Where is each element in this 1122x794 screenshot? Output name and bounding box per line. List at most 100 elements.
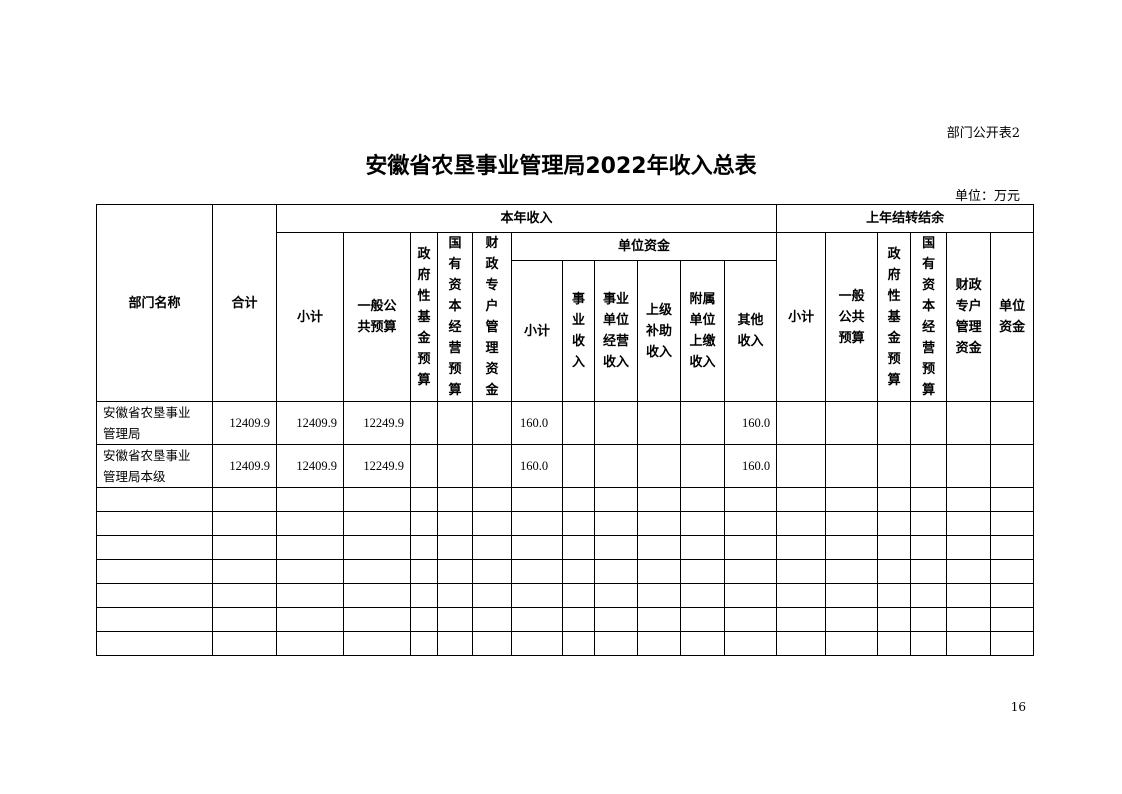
header-cy-subtotal: 小计 — [276, 232, 344, 402]
cell-empty — [562, 487, 595, 512]
cell-empty — [877, 559, 912, 584]
cell-empty — [276, 535, 344, 560]
cell-empty — [472, 607, 512, 632]
table-row-empty — [96, 487, 1035, 512]
cell-empty — [825, 607, 879, 632]
cell-empty — [276, 607, 344, 632]
cell-uf-subtotal: 160.0 — [511, 444, 563, 488]
cell-empty — [437, 444, 473, 488]
cell-empty — [723, 487, 778, 512]
page-title: 安徽省农垦事业管理局2022年收入总表 — [365, 154, 757, 179]
cell-empty — [594, 607, 638, 632]
cell-empty — [511, 511, 563, 536]
cell-empty — [96, 559, 213, 584]
cell-name: 安徽省农垦事业 管理局本级 — [96, 444, 213, 488]
cell-empty — [410, 583, 438, 608]
cell-empty — [594, 401, 638, 445]
cell-empty — [946, 511, 992, 536]
header-dept-name: 部门名称 — [96, 204, 213, 402]
cell-empty — [825, 559, 879, 584]
cell-empty — [212, 631, 277, 656]
cell-empty — [343, 535, 411, 560]
cell-empty — [472, 487, 512, 512]
header-uf-affiliated: 附属 单位 上缴 收入 — [680, 260, 725, 402]
cell-empty — [410, 535, 438, 560]
cell-empty — [410, 607, 438, 632]
header-py-subtotal: 小计 — [776, 232, 827, 402]
header-uf-other: 其他 收入 — [723, 260, 778, 402]
cell-empty — [990, 487, 1035, 512]
table-row: 安徽省农垦事业 管理局本级 12409.9 12409.9 12249.9 160.0 1… — [96, 444, 1035, 488]
cell-empty — [680, 631, 725, 656]
cell-empty — [910, 583, 948, 608]
cell-empty — [723, 631, 778, 656]
cell-empty — [877, 607, 912, 632]
header-cy-general: 一般公 共预算 — [343, 232, 411, 402]
cell-empty — [276, 559, 344, 584]
table-row-empty — [96, 511, 1035, 536]
cell-uf-subtotal: 160.0 — [511, 401, 563, 445]
cell-empty — [212, 607, 277, 632]
cell-empty — [723, 559, 778, 584]
cell-empty — [511, 559, 563, 584]
cell-empty — [877, 631, 912, 656]
cell-empty — [910, 607, 948, 632]
cell-empty — [472, 559, 512, 584]
cell-empty — [680, 487, 725, 512]
cell-empty — [276, 583, 344, 608]
cell-empty — [276, 631, 344, 656]
cell-empty — [410, 511, 438, 536]
cell-empty — [990, 511, 1035, 536]
cell-empty — [212, 487, 277, 512]
cell-empty — [680, 607, 725, 632]
cell-empty — [437, 535, 473, 560]
cell-empty — [776, 583, 827, 608]
cell-empty — [594, 535, 638, 560]
cell-empty — [946, 607, 992, 632]
cell-empty — [562, 401, 595, 445]
cell-empty — [437, 559, 473, 584]
cell-empty — [472, 511, 512, 536]
cell-empty — [825, 583, 879, 608]
cell-empty — [723, 607, 778, 632]
table-row-empty — [96, 583, 1035, 608]
cell-empty — [637, 401, 681, 445]
table-row-empty — [96, 559, 1035, 584]
cell-empty — [825, 444, 879, 488]
cell-empty — [910, 401, 948, 445]
cell-empty — [594, 583, 638, 608]
cell-empty — [776, 559, 827, 584]
cell-empty — [877, 487, 912, 512]
header-py-general: 一般 公共 预算 — [825, 232, 879, 402]
cell-empty — [410, 559, 438, 584]
cell-empty — [680, 444, 725, 488]
cell-empty — [776, 607, 827, 632]
cell-empty — [96, 535, 213, 560]
cell-empty — [594, 559, 638, 584]
cell-empty — [343, 487, 411, 512]
cell-empty — [990, 535, 1035, 560]
cell-empty — [410, 631, 438, 656]
cell-empty — [910, 559, 948, 584]
cell-empty — [212, 559, 277, 584]
cell-empty — [472, 535, 512, 560]
cell-empty — [990, 607, 1035, 632]
cell-empty — [562, 559, 595, 584]
table-row-empty — [96, 631, 1035, 656]
cell-empty — [96, 631, 213, 656]
header-unit-funds: 单位资金 — [510, 231, 778, 262]
cell-empty — [410, 487, 438, 512]
cell-empty — [637, 535, 681, 560]
cell-empty — [472, 444, 512, 488]
cell-empty — [877, 511, 912, 536]
header-current-year: 本年收入 — [275, 204, 778, 233]
cell-empty — [637, 444, 681, 488]
cell-empty — [437, 487, 473, 512]
doc-tag: 部门公开表2 — [946, 126, 1020, 141]
cell-empty — [562, 535, 595, 560]
cell-empty — [343, 631, 411, 656]
header-cy-gov-fund: 政 府 性 基 金 预 算 — [410, 232, 438, 402]
cell-empty — [946, 583, 992, 608]
cell-cy-subtotal: 12409.9 — [276, 444, 344, 488]
cell-empty — [990, 559, 1035, 584]
